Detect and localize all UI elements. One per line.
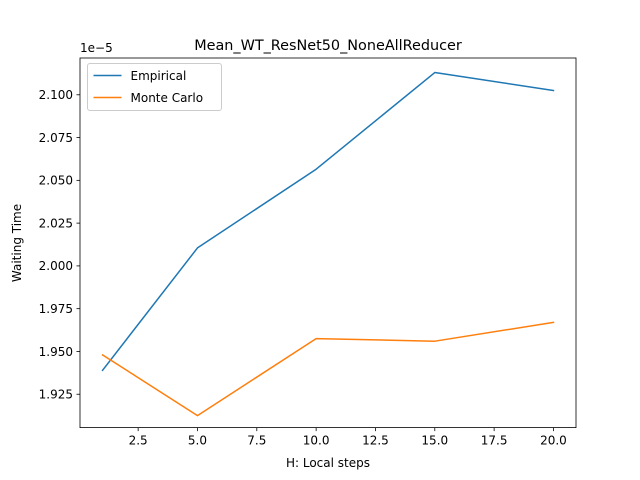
- legend-label: Monte Carlo: [131, 91, 204, 105]
- x-axis: 2.5 5.0 7.5 10.0 12.5 15.0 17.5 20.0: [129, 427, 567, 448]
- y-tick-label: 1.975: [39, 302, 73, 316]
- x-tick-label: 7.5: [247, 434, 266, 448]
- x-tick-label: 17.5: [481, 434, 508, 448]
- x-axis-label: H: Local steps: [286, 456, 370, 470]
- plot-area: [101, 71, 555, 417]
- y-tick-label: 2.025: [39, 216, 73, 230]
- series-line-monte-carlo: [101, 321, 555, 417]
- axes-frame: [79, 57, 577, 429]
- y-tick-label: 2.000: [39, 259, 73, 273]
- y-tick-label: 2.100: [39, 88, 73, 102]
- series-line-empirical: [101, 71, 555, 372]
- x-tick-label: 5.0: [188, 434, 207, 448]
- x-tick-label: 2.5: [129, 434, 148, 448]
- y-axis: 1.925 1.950 1.975 2.000 2.025 2.050 2.075 2.100: [39, 88, 80, 402]
- y-tick-label: 1.925: [39, 388, 73, 402]
- x-tick-label: 20.0: [540, 434, 567, 448]
- y-tick-label: 2.075: [39, 131, 73, 145]
- y-axis-label: Waiting Time: [10, 204, 24, 282]
- x-tick-label: 10.0: [303, 434, 330, 448]
- x-tick-label: 15.0: [421, 434, 448, 448]
- y-tick-label: 1.950: [39, 345, 73, 359]
- y-tick-label: 2.050: [39, 174, 73, 188]
- chart-title: Mean_WT_ResNet50_NoneAllReducer: [194, 38, 462, 54]
- y-offset-label: 1e−5: [80, 41, 113, 55]
- x-tick-label: 12.5: [362, 434, 389, 448]
- legend: Empirical Monte Carlo: [87, 63, 222, 111]
- legend-label: Empirical: [131, 69, 187, 83]
